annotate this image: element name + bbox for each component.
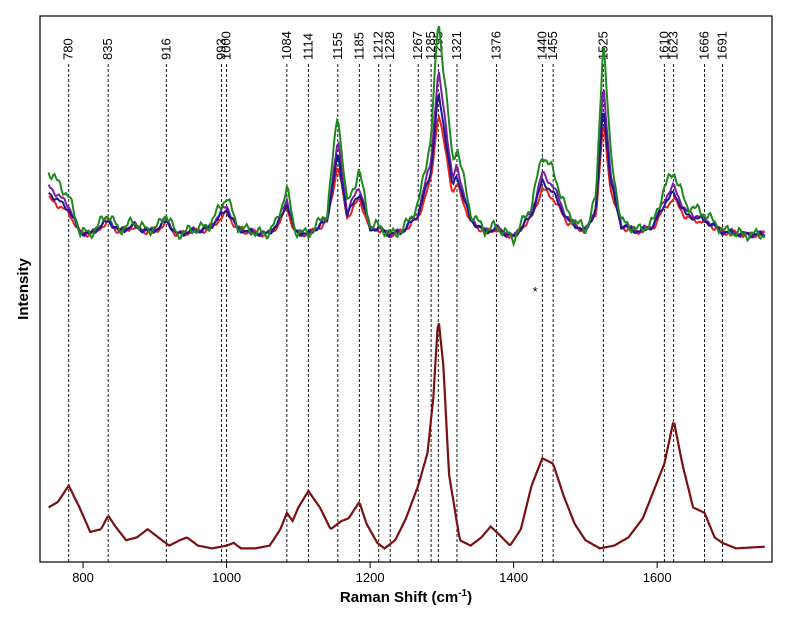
peak-label: 1455 <box>545 31 560 60</box>
peak-label: 1000 <box>219 31 234 60</box>
peak-label: 780 <box>61 38 76 60</box>
peak-label: 1267 <box>410 31 425 60</box>
y-axis-title: Intensity <box>15 258 32 320</box>
peak-label: 1084 <box>279 31 294 60</box>
peak-label: 1321 <box>449 31 464 60</box>
peak-label: 1114 <box>300 33 315 60</box>
x-tick-label: 1200 <box>356 570 385 585</box>
spectra <box>47 25 766 248</box>
peak-label: 1691 <box>714 31 729 60</box>
peak-label: 835 <box>100 38 115 60</box>
spectrum-line <box>48 91 766 239</box>
peak-label: 1610 <box>656 31 671 60</box>
peak-label: 1228 <box>382 31 397 60</box>
reference-line <box>48 322 765 550</box>
peak-label: 1285 <box>423 31 438 60</box>
x-tick-label: 1400 <box>499 570 528 585</box>
peak-label: 1525 <box>595 31 610 60</box>
x-tick-label: 1600 <box>643 570 672 585</box>
peak-label: 1185 <box>351 32 366 60</box>
plot-frame <box>39 15 773 563</box>
peak-label: 1155 <box>330 32 345 60</box>
spectrum-line <box>47 25 766 248</box>
peak-label: 1666 <box>697 31 712 60</box>
x-tick-label: 800 <box>72 570 94 585</box>
x-axis: 800 1000 1200 1400 1600 <box>72 562 672 585</box>
peak-label: 1440 <box>534 31 549 60</box>
peak-label: 1376 <box>488 31 503 60</box>
x-tick-label: 1000 <box>212 570 241 585</box>
x-axis-title: Raman Shift (cm-1) <box>340 588 472 606</box>
reference-spectrum <box>48 322 765 550</box>
spectrum-line <box>47 71 766 239</box>
peak-label: 1623 <box>666 31 681 60</box>
peak-label: 993 <box>214 38 229 60</box>
peak-label: 1212 <box>371 31 386 60</box>
peak-asterisk: * <box>533 284 538 299</box>
peak-label: 916 <box>158 38 173 60</box>
